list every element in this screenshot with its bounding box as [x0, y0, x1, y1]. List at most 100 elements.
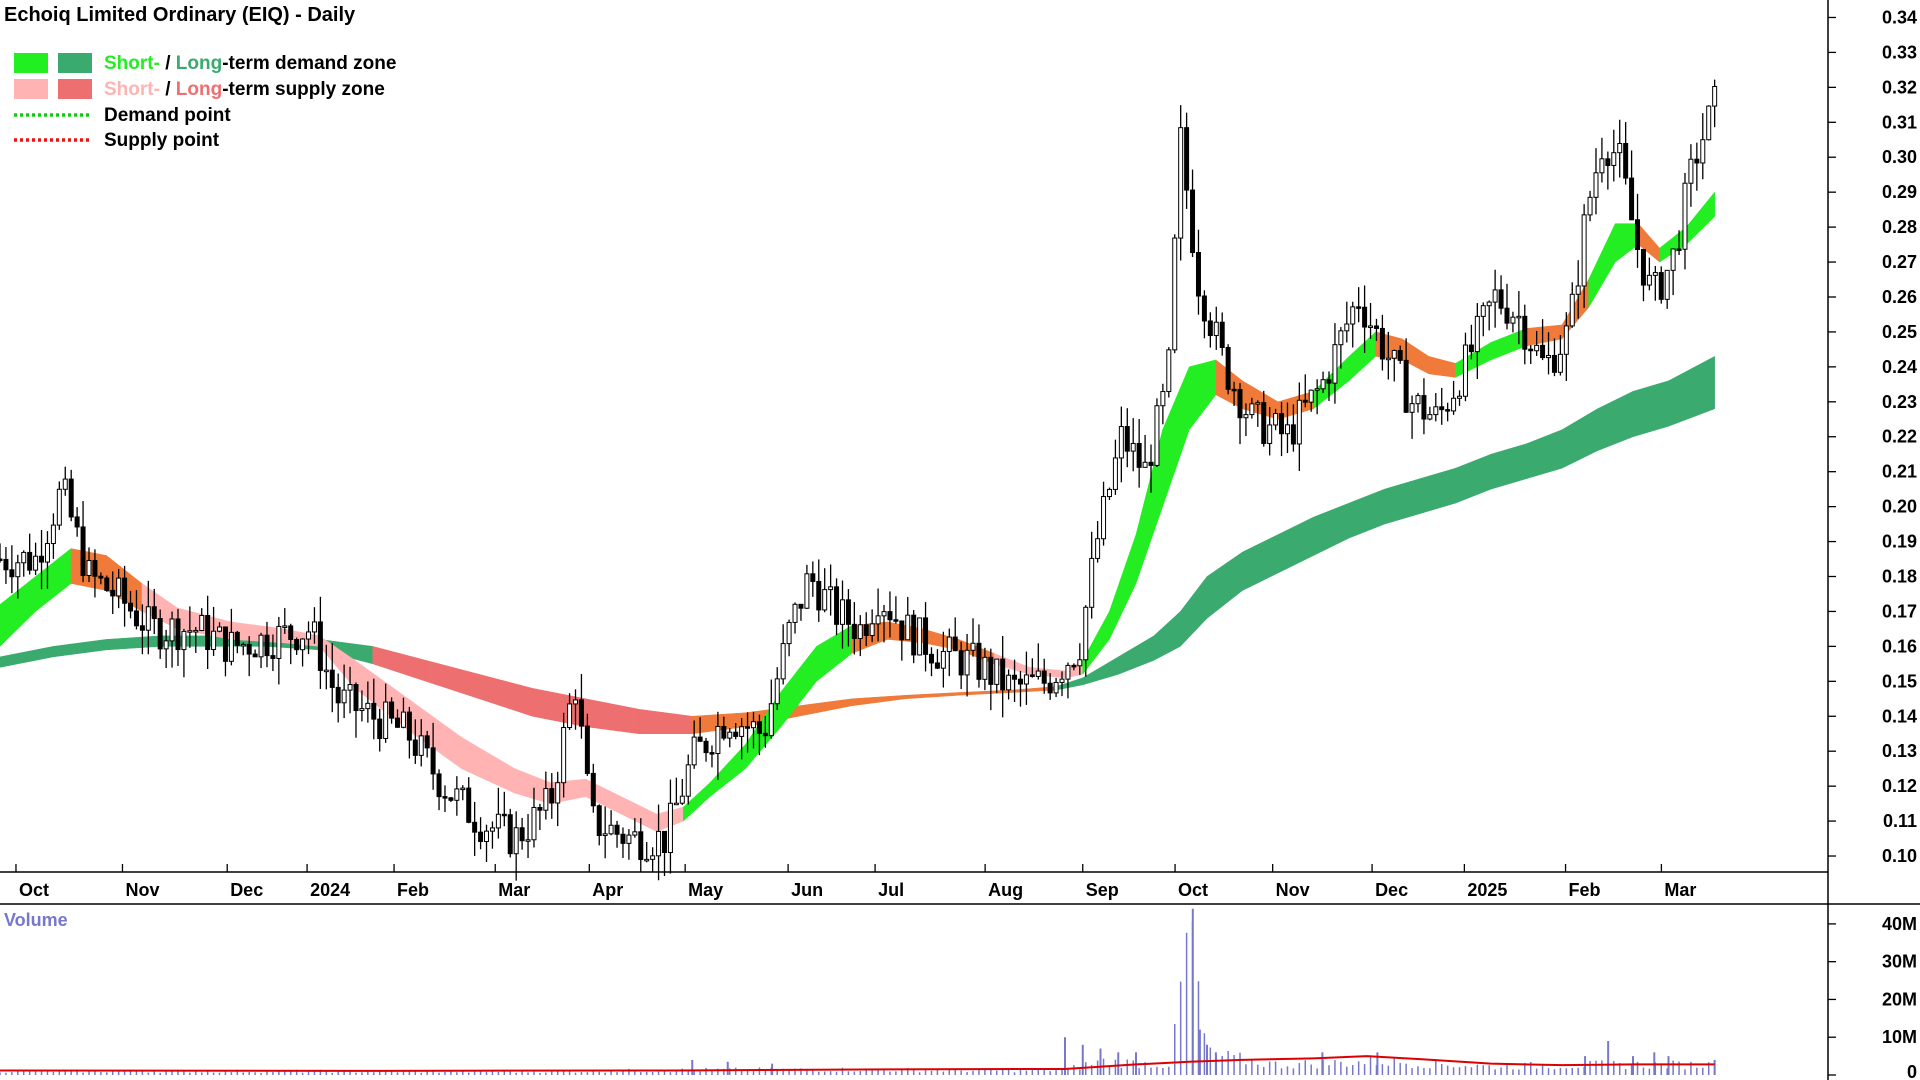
candle-body [460, 787, 466, 791]
legend-text-part: / [160, 79, 176, 100]
candle-body [697, 736, 703, 742]
candle-body [1688, 158, 1694, 184]
candle-body [448, 797, 454, 801]
candle-body [804, 573, 810, 609]
candle-body [1154, 405, 1160, 466]
candle-body [1439, 406, 1445, 411]
candle-body [1510, 316, 1516, 324]
month-label: Dec [1375, 880, 1408, 900]
candle-body [988, 656, 994, 685]
candle-body [626, 834, 632, 844]
price-tick-label: 0.18 [1882, 567, 1917, 587]
volume-tick-label: 10M [1882, 1027, 1917, 1047]
candle-body [50, 524, 56, 545]
candle-body [881, 611, 887, 617]
candle-body [495, 813, 501, 829]
price-tick-label: 0.14 [1882, 706, 1917, 726]
candle-body [792, 603, 798, 623]
month-label: Sep [1086, 880, 1119, 900]
candle-body [1569, 293, 1575, 327]
candle-body [964, 649, 970, 676]
candle-body [276, 625, 282, 659]
candle-body [151, 606, 157, 620]
candle-body [1166, 349, 1172, 393]
candle-body [110, 589, 116, 597]
candle-body [1290, 424, 1296, 445]
candle-body [489, 827, 495, 832]
candle-body [857, 624, 863, 639]
candle-body [739, 726, 745, 737]
candle-body [228, 631, 234, 662]
month-label: 2024 [310, 880, 350, 900]
candle-body [329, 669, 335, 688]
candle-body [1379, 327, 1385, 360]
candle-body [1712, 86, 1718, 107]
candle-body [211, 630, 217, 651]
candle-body [982, 656, 988, 680]
candle-body [383, 701, 389, 739]
candle-body [1368, 325, 1374, 328]
candle-body [768, 703, 774, 737]
candle-body [1101, 496, 1107, 540]
candle-body [1124, 426, 1130, 452]
candle-body [1528, 348, 1534, 352]
candle-body [946, 636, 952, 652]
candle-body [1403, 359, 1409, 413]
candle-body [400, 711, 406, 728]
candle-body [756, 721, 762, 734]
price-tick-label: 0.10 [1882, 846, 1917, 866]
candle-body [264, 634, 270, 657]
candle-body [9, 569, 15, 578]
candle-body [994, 658, 1000, 685]
candle-body [1118, 426, 1124, 459]
legend-swatch-short [14, 53, 48, 73]
candle-body [691, 736, 697, 766]
candle-body [1474, 315, 1480, 353]
candle-body [928, 653, 934, 664]
candle-body [317, 621, 323, 671]
candle-body [139, 625, 145, 631]
candle-body [1534, 344, 1540, 352]
price-tick-label: 0.20 [1882, 497, 1917, 517]
x-axis: Oct Nov Dec 2024 Feb Mar Apr May Jun Jul Aug Sep Oct… [15, 864, 1696, 900]
candle-body [644, 858, 650, 862]
candle-body [205, 614, 211, 651]
candle-body [217, 626, 223, 632]
candle-body [323, 669, 329, 673]
candle-body [240, 643, 246, 647]
candle-body [157, 618, 163, 650]
candle-body [1516, 315, 1522, 319]
candle-body [294, 639, 300, 651]
candle-body [306, 631, 312, 640]
price-tick-label: 0.12 [1882, 776, 1917, 796]
candle-body [863, 624, 869, 637]
candle-body [288, 625, 294, 641]
candle-body [923, 617, 929, 655]
candle-body [1047, 682, 1053, 694]
candle-body [1095, 538, 1101, 559]
candle-body [133, 610, 139, 627]
price-tick-label: 0.29 [1882, 182, 1917, 202]
candle-body [1546, 354, 1552, 359]
legend-text-part: -term supply zone [222, 79, 385, 100]
candle-body [567, 703, 573, 729]
candle-body [181, 630, 187, 651]
candle-body [750, 721, 756, 729]
candle-body [252, 653, 258, 658]
candle-body [1017, 678, 1023, 685]
candle-body [341, 689, 347, 704]
price-panel [0, 79, 1718, 881]
candle-body [44, 543, 50, 563]
volume-label: Volume [4, 910, 68, 930]
candle-body [371, 702, 377, 720]
candle-body [222, 626, 228, 662]
candle-body [1261, 402, 1267, 444]
legend-text-part: Long [176, 79, 222, 100]
legend-swatch-long [58, 79, 92, 99]
candle-body [513, 827, 519, 855]
candle-body [1160, 391, 1166, 407]
price-tick-label: 0.16 [1882, 636, 1917, 656]
candle-body [21, 551, 27, 564]
candle-body [596, 805, 602, 836]
candle-body [1284, 424, 1290, 435]
